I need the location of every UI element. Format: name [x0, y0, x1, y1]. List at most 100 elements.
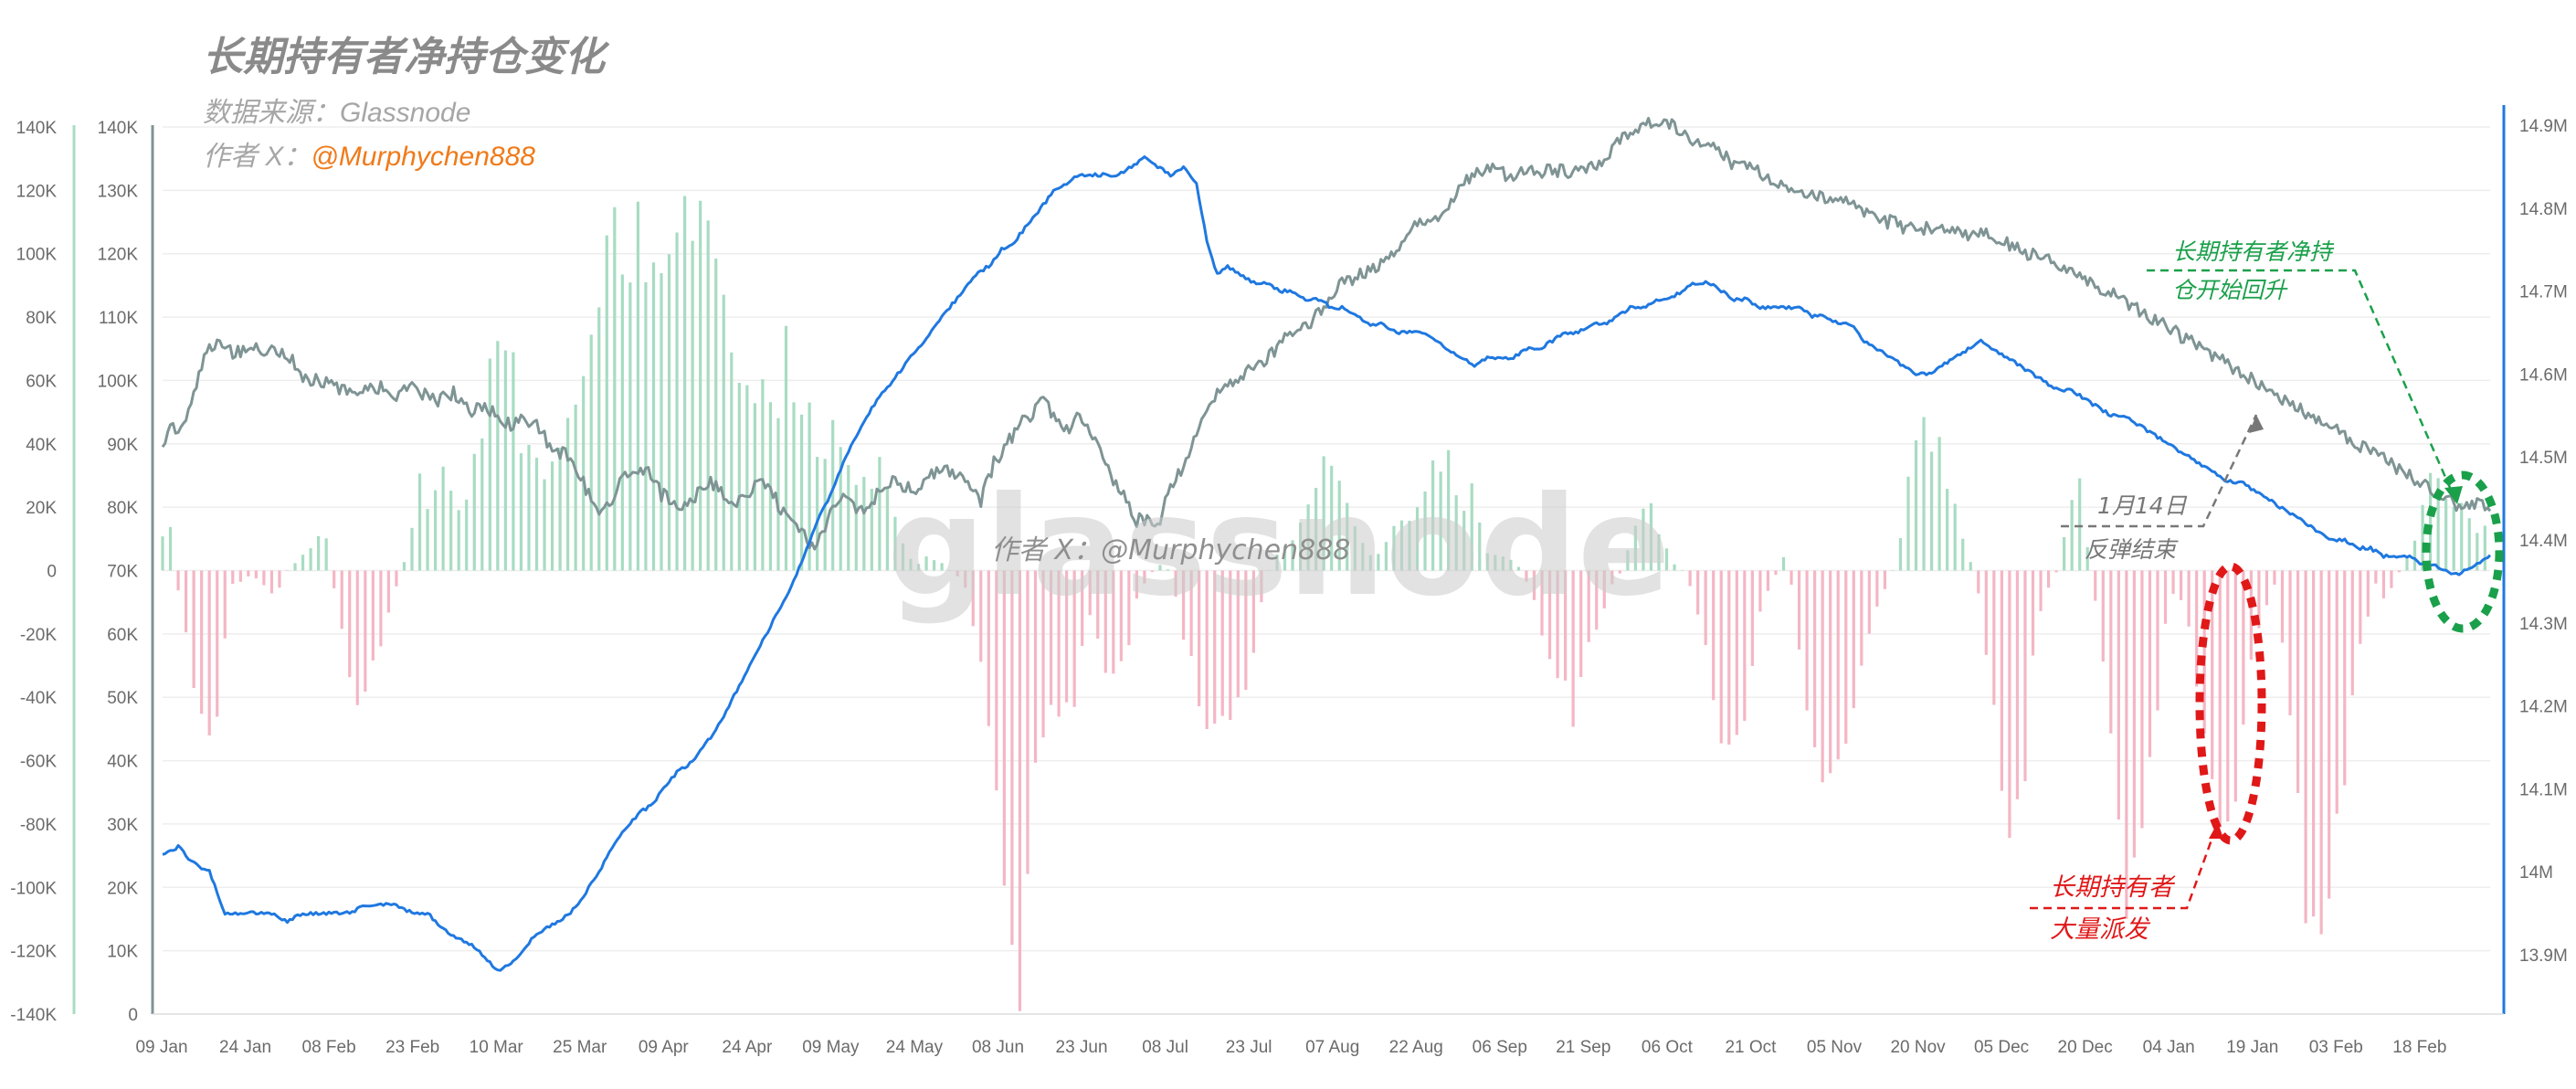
bar [1478, 522, 1482, 571]
bar [589, 334, 593, 571]
bar [238, 570, 242, 582]
bar [2405, 556, 2409, 571]
bar [550, 461, 554, 571]
bar [1883, 570, 1887, 589]
bar [1805, 570, 1809, 711]
y-left-outer-tick-label: 40K [26, 436, 57, 455]
x-tick-label: 08 Jul [1142, 1038, 1188, 1057]
bar [2350, 570, 2354, 696]
bar [1220, 570, 1224, 716]
bar [1789, 570, 1793, 585]
bar [1010, 570, 1014, 946]
y-right-tick-label: 14.5M [2519, 449, 2568, 468]
bar [1431, 460, 1435, 571]
watermark-author: 作者 X：@Murphychen888 [991, 534, 1350, 566]
bar [605, 235, 608, 571]
y-left-outer-tick-label: -20K [20, 626, 57, 645]
bar [2328, 570, 2331, 899]
bar [730, 352, 734, 571]
bar [1072, 570, 1076, 707]
bar [2094, 570, 2097, 601]
green-arrowhead [2444, 486, 2463, 504]
bar [808, 402, 811, 571]
y-right-tick-label: 14.6M [2519, 365, 2568, 385]
bar [1384, 542, 1388, 571]
bar [1081, 570, 1084, 647]
bar [417, 473, 422, 571]
red-arrow-line [2030, 821, 2220, 910]
x-tick-label: 23 Jun [1056, 1038, 1108, 1057]
bar [1368, 555, 1372, 571]
bar [1150, 570, 1155, 573]
bar [340, 570, 343, 629]
bar [737, 383, 741, 571]
author-line: 作者 X：@Murphychen888 [203, 133, 535, 174]
bar [2202, 570, 2206, 735]
bar [1906, 476, 1910, 571]
bar [1571, 570, 1575, 727]
bar [1852, 570, 1855, 709]
bar [862, 476, 866, 571]
bar [792, 402, 796, 571]
y-left-inner-tick-label: 40K [107, 753, 138, 772]
bar [2008, 570, 2011, 839]
bar [1361, 543, 1365, 571]
y-left-inner-tick-label: 110K [99, 309, 138, 328]
y-left-outer-tick-label: 80K [26, 309, 57, 328]
bar [1275, 554, 1279, 571]
bar [1680, 570, 1684, 571]
y-right-tick-label: 14.7M [2519, 283, 2568, 302]
bar [784, 325, 788, 571]
x-tick-label: 10 Mar [470, 1038, 524, 1057]
bar [2249, 570, 2253, 661]
bar [995, 570, 998, 791]
y-left-outer-tick-label: 60K [26, 372, 57, 391]
bar [1454, 495, 1458, 571]
bar [2070, 500, 2074, 571]
bar [2296, 570, 2300, 794]
bar [1929, 451, 1934, 571]
bar [2015, 570, 2020, 799]
author-label: 作者 X： [203, 142, 311, 172]
y-left-outer-tick-label: 120K [16, 182, 58, 201]
bar [1127, 570, 1131, 646]
bar [2101, 570, 2105, 662]
bar [1174, 570, 1177, 597]
bar [2374, 570, 2378, 584]
bar [932, 560, 936, 571]
bar [1337, 481, 1341, 571]
bar [948, 570, 952, 571]
bar [1867, 570, 1871, 634]
green-annotation-line1: 长期持有者净持 [2172, 238, 2335, 265]
bar [2304, 570, 2307, 924]
bar [831, 419, 835, 571]
gray-arrowhead [2249, 415, 2264, 433]
bar [1314, 488, 1318, 571]
bar [901, 543, 905, 571]
bar [1198, 570, 1201, 707]
bar [613, 206, 617, 571]
bar [1992, 570, 1996, 705]
bar [1766, 570, 1770, 591]
bar [527, 444, 531, 571]
bar [924, 556, 928, 571]
bar [2483, 525, 2486, 571]
bar [1595, 570, 1599, 630]
bar [660, 273, 663, 571]
bar [761, 378, 765, 571]
x-tick-label: 19 Jan [2226, 1038, 2278, 1057]
bar [2195, 570, 2199, 687]
bar [2335, 570, 2338, 814]
bar [176, 570, 180, 591]
bar [262, 570, 266, 586]
author-handle: @Murphychen888 [311, 142, 535, 172]
bar [776, 418, 780, 571]
y-right-tick-label: 13.9M [2519, 946, 2568, 966]
bar [1322, 456, 1325, 571]
bar [1984, 570, 1988, 655]
y-left-outer-tick-label: -80K [20, 816, 57, 835]
bar [987, 570, 990, 726]
bar [1112, 570, 1115, 674]
bar [1704, 570, 1707, 646]
bar [1470, 483, 1473, 571]
